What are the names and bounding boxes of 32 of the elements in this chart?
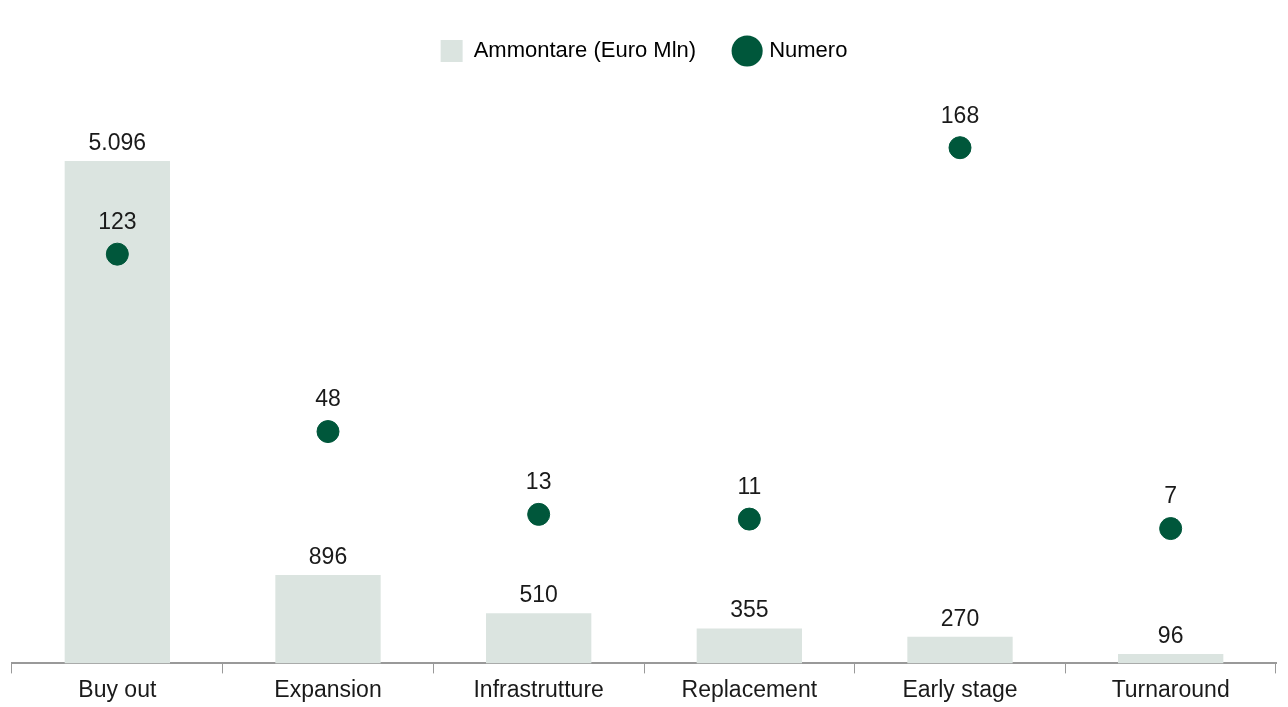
- data-label: 168: [940, 101, 980, 128]
- data-label: 7: [1164, 482, 1178, 509]
- data-label: 355: [730, 596, 769, 623]
- point: [948, 136, 972, 160]
- x-tick-label: Replacement: [681, 675, 818, 702]
- data-label: 896: [308, 542, 348, 569]
- bar: [64, 161, 170, 664]
- x-tick-label: Infrastrutture: [473, 675, 604, 702]
- point: [316, 420, 340, 444]
- legend-label: Ammontare (Euro Mln): [473, 37, 697, 63]
- bar: [907, 636, 1013, 664]
- data-label: 11: [737, 472, 762, 499]
- point: [737, 507, 761, 531]
- data-label: 510: [519, 580, 558, 607]
- x-tick-label: Expansion: [274, 675, 382, 702]
- legend-label: Numero: [769, 37, 848, 63]
- x-tick-label: Buy out: [78, 675, 157, 702]
- bar: [696, 628, 802, 664]
- data-label: 270: [940, 604, 980, 631]
- data-label: 13: [525, 468, 552, 495]
- bar: [486, 613, 592, 664]
- point: [1159, 517, 1183, 541]
- point: [105, 242, 129, 266]
- x-tick-label: Turnaround: [1111, 675, 1230, 702]
- data-label: 48: [315, 385, 341, 412]
- data-label: 123: [98, 207, 137, 234]
- point: [527, 502, 551, 526]
- data-label: 96: [1157, 621, 1184, 648]
- bar: [1118, 653, 1224, 664]
- x-tick-label: Early stage: [902, 675, 1018, 702]
- bar: [275, 575, 381, 664]
- data-label: 5.096: [88, 128, 147, 155]
